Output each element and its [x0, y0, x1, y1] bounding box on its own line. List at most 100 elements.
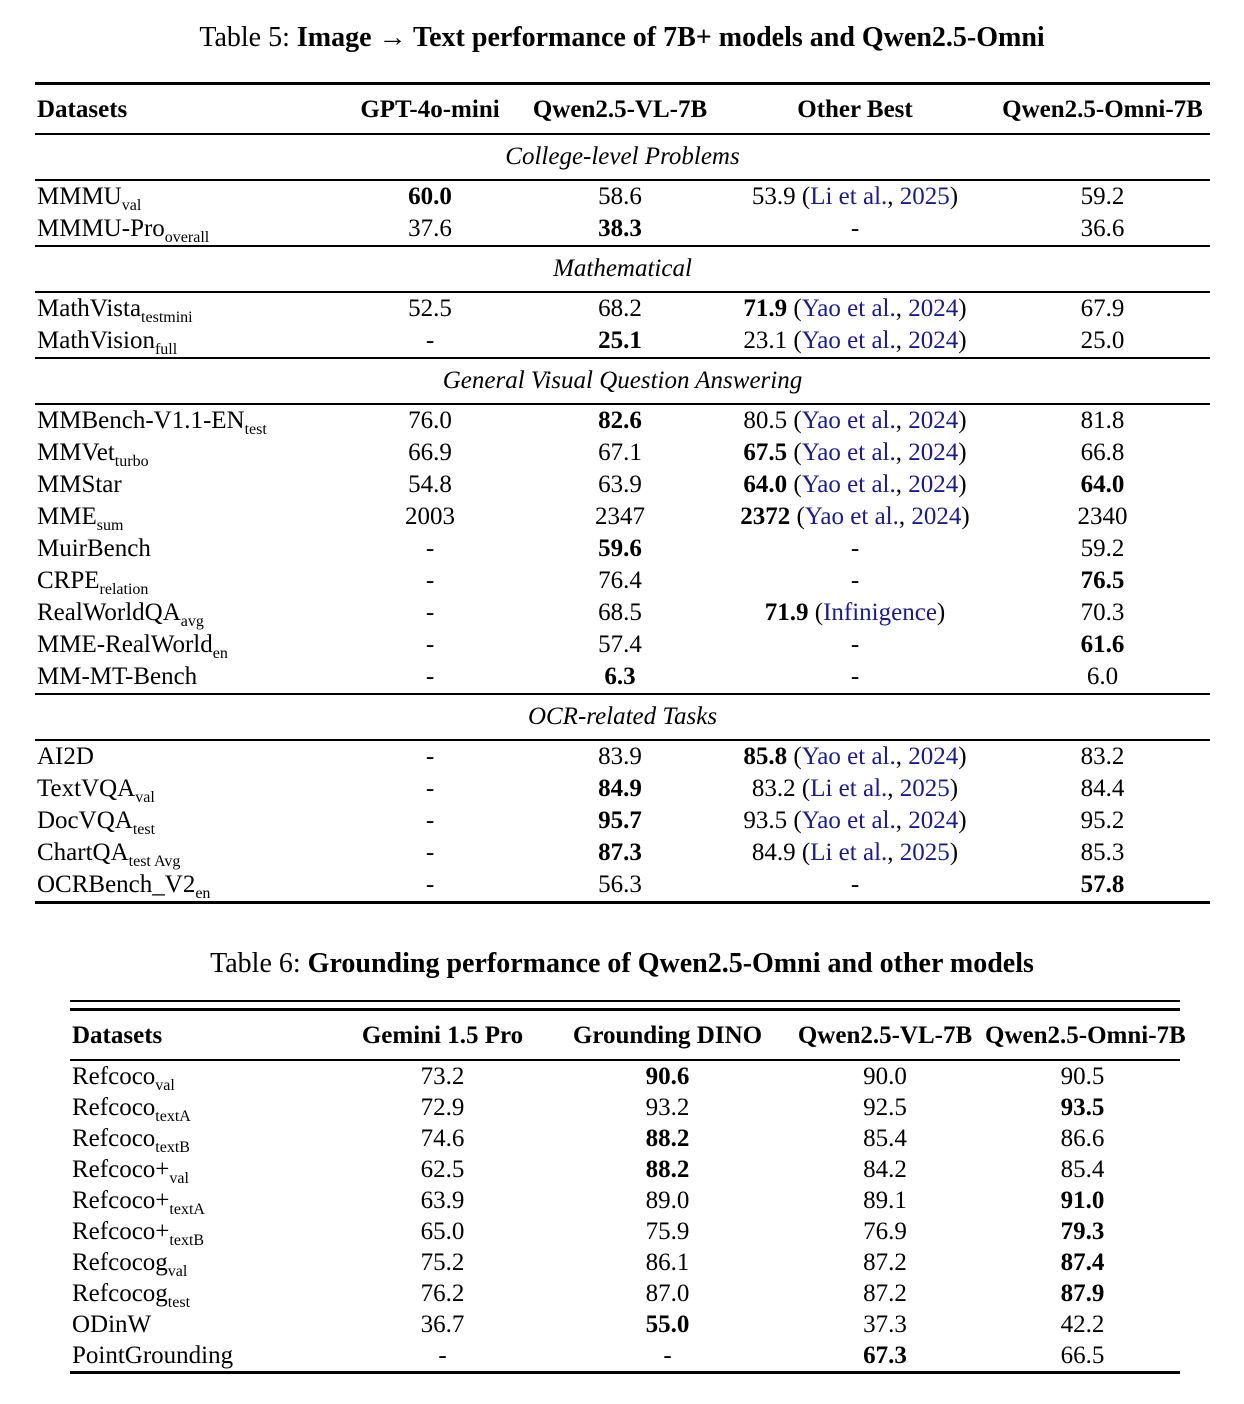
metric-value-text: - [425, 567, 435, 594]
table6-caption-title: Grounding performance of Qwen2.5-Omni an… [307, 948, 1034, 979]
best-metric-value: 6.3 [604, 663, 636, 690]
citation-link[interactable]: Yao et al. [804, 503, 899, 530]
citation-year-link[interactable]: 2024 [908, 807, 959, 834]
dataset-label: OCRBench_V2en [35, 869, 335, 903]
best-metric-value: 57.8 [1080, 871, 1125, 898]
column-header-qwen2-5-vl-7b: Qwen2.5-VL-7B [532, 96, 708, 123]
metric-value-text: 84.9 [751, 839, 796, 866]
header-row: Datasets Gemini 1.5 Pro Grounding DINO Qwen… [70, 1010, 1186, 1060]
metric-value-text: - [850, 535, 860, 562]
metric-value-text: 76.0 [408, 407, 452, 434]
table-row-pointgrounding: PointGrounding - - 67.3 66.5 [70, 1340, 1180, 1373]
best-metric-value: 91.0 [1060, 1187, 1105, 1214]
citation-link[interactable]: Yao et al. [801, 743, 896, 770]
citation-link[interactable]: Li et al. [810, 183, 888, 210]
citation-year-link[interactable]: 2024 [911, 503, 962, 530]
citation-link[interactable]: Yao et al. [801, 295, 896, 322]
metric-value: 87.2 [785, 1247, 985, 1278]
table-row-mmbench-v1-1-en: MMBench-V1.1-ENtest 76.0 82.6 80.5 (Yao et … [35, 404, 1210, 438]
dataset-subscript: textA [155, 1108, 191, 1125]
citation-link[interactable]: Infinigence [823, 599, 937, 626]
metric-value: 88.2 [550, 1154, 785, 1185]
metric-value: 72.9 [335, 1092, 550, 1123]
metric-value-text: 25.0 [1080, 327, 1125, 354]
citation-link[interactable]: Li et al. [810, 839, 888, 866]
metric-value-text: 83.9 [598, 743, 642, 770]
metric-value: - [335, 629, 525, 661]
dataset-label: ChartQAtest Avg [35, 837, 335, 870]
best-metric-value: 55.0 [645, 1311, 690, 1338]
citation-year-link[interactable]: 2024 [908, 439, 959, 466]
dataset-label: TextVQAval [35, 773, 335, 806]
metric-value: 64.0 (Yao et al., 2024) [743, 471, 967, 498]
metric-value-text: 42.2 [1060, 1311, 1105, 1338]
dataset-subscript: en [212, 645, 228, 662]
dataset-subscript: test Avg [128, 853, 181, 870]
metric-value-text: - [425, 743, 435, 770]
metric-value-text: - [425, 535, 435, 562]
dataset-name: Refcoco+ [72, 1187, 170, 1214]
metric-value: 85.4 [985, 1154, 1180, 1185]
metric-value-text: 92.5 [863, 1094, 907, 1121]
dataset-subscript: val [169, 1170, 189, 1187]
metric-value: 83.2 (Li et al., 2025) [751, 775, 959, 802]
metric-value-text: - [850, 631, 860, 658]
metric-value-text: 36.6 [1080, 215, 1125, 242]
metric-value: 93.5 [985, 1092, 1180, 1123]
metric-value-text: 90.0 [863, 1063, 907, 1090]
citation-link[interactable]: Yao et al. [801, 327, 896, 354]
metric-value: 42.2 [985, 1309, 1180, 1340]
dataset-name: MM-MT-Bench [37, 663, 198, 690]
metric-value: 89.1 [785, 1185, 985, 1216]
metric-value: 54.8 [335, 469, 525, 501]
metric-value-text: 76.4 [598, 567, 642, 594]
citation-link[interactable]: Yao et al. [801, 807, 896, 834]
metric-value-text: 74.6 [420, 1125, 465, 1152]
section-row-general-visual-question-answering: General Visual Question Answering [35, 358, 1210, 404]
citation-link[interactable]: Yao et al. [801, 407, 896, 434]
dataset-name: ODinW [72, 1311, 152, 1338]
metric-value-text: - [425, 631, 435, 658]
dataset-label: MathVisionfull [35, 325, 335, 358]
citation-year-link[interactable]: 2024 [908, 407, 959, 434]
column-header-datasets: Datasets [72, 1022, 163, 1049]
metric-value: 90.5 [985, 1060, 1180, 1092]
metric-value: 2372 (Yao et al., 2024) [740, 503, 970, 530]
metric-value-text: 84.4 [1080, 775, 1125, 802]
citation-year-link[interactable]: 2025 [899, 839, 950, 866]
metric-value: 38.3 [525, 213, 715, 246]
table-row-refcoco: Refcoco+val 62.5 88.2 84.2 85.4 [70, 1154, 1180, 1187]
table-row-realworldqa: RealWorldQAavg - 68.5 71.9 (Infinigence) 70.… [35, 597, 1210, 630]
section-title: OCR-related Tasks [527, 703, 718, 730]
metric-value: 86.6 [985, 1123, 1180, 1154]
metric-value-text: 2340 [1077, 503, 1128, 530]
citation-link[interactable]: Yao et al. [801, 439, 896, 466]
metric-value: 81.8 [995, 404, 1210, 437]
dataset-label: CRPErelation [35, 565, 335, 598]
metric-value-text: 85.4 [1060, 1156, 1105, 1183]
metric-value: 2003 [335, 501, 525, 533]
citation-year-link[interactable]: 2025 [899, 775, 950, 802]
citation-link[interactable]: Yao et al. [801, 471, 896, 498]
dataset-label: MMMU-Prooverall [35, 213, 335, 246]
metric-value: 75.9 [550, 1216, 785, 1247]
table-row-ai2d: AI2D - 83.9 85.8 (Yao et al., 2024) 83.2 [35, 740, 1210, 773]
metric-value: 36.7 [335, 1309, 550, 1340]
citation-link[interactable]: Li et al. [810, 775, 888, 802]
citation-year-link[interactable]: 2024 [908, 295, 959, 322]
metric-value-text: 66.5 [1060, 1342, 1105, 1369]
citation-year-link[interactable]: 2024 [908, 471, 959, 498]
citation-year-link[interactable]: 2025 [899, 183, 950, 210]
best-metric-value: 64.0 [743, 471, 788, 498]
dataset-label: Refcocogtest [70, 1278, 335, 1311]
best-metric-value: 71.9 [764, 599, 809, 626]
metric-value: - [715, 213, 995, 246]
metric-value: 65.0 [335, 1216, 550, 1247]
metric-value: 75.2 [335, 1247, 550, 1278]
dataset-name: RealWorldQA [37, 599, 181, 626]
metric-value: 23.1 (Yao et al., 2024) [743, 327, 967, 354]
citation-year-link[interactable]: 2024 [908, 327, 959, 354]
best-metric-value: 84.9 [598, 775, 642, 802]
citation-year-link[interactable]: 2024 [908, 743, 959, 770]
table-row-mme: MMEsum 2003 2347 2372 (Yao et al., 2024) 234… [35, 501, 1210, 534]
